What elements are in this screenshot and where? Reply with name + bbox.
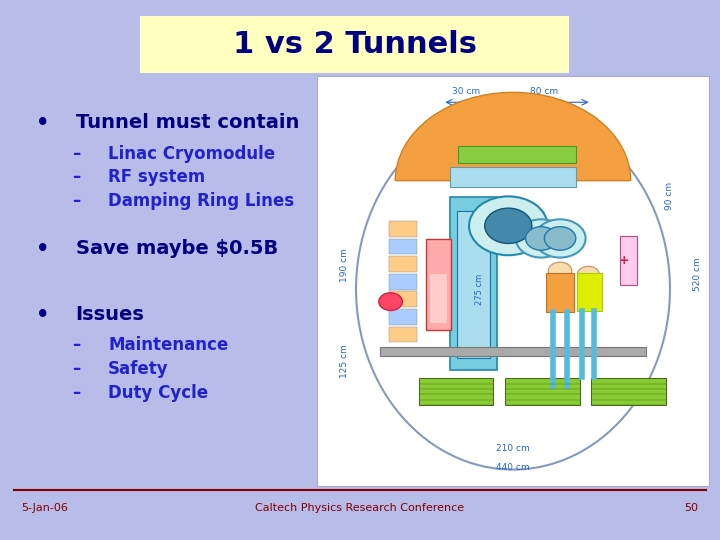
Circle shape [379, 293, 402, 310]
Circle shape [469, 197, 547, 255]
Circle shape [485, 208, 532, 244]
Text: 30 cm: 30 cm [452, 87, 480, 96]
Text: Tunnel must contain: Tunnel must contain [76, 113, 299, 132]
Circle shape [526, 227, 557, 250]
Bar [390, 274, 417, 289]
Text: 190 cm: 190 cm [340, 248, 348, 282]
Bar [620, 235, 637, 285]
Text: Caltech Physics Research Conference: Caltech Physics Research Conference [256, 503, 464, 512]
Text: •: • [36, 113, 50, 133]
Text: Safety: Safety [108, 360, 168, 378]
Text: Linac Cryomodule: Linac Cryomodule [108, 145, 275, 163]
Text: –: – [72, 145, 80, 163]
Bar [546, 273, 574, 312]
Bar [505, 379, 580, 405]
Text: +: + [618, 254, 629, 267]
Bar [592, 379, 666, 405]
Text: 50: 50 [685, 503, 698, 512]
Text: –: – [72, 336, 80, 354]
Bar [390, 309, 417, 325]
Text: 5-Jan-06: 5-Jan-06 [22, 503, 68, 512]
Bar [317, 76, 709, 486]
Text: –: – [72, 384, 80, 402]
Bar [390, 327, 417, 342]
Text: Maintenance: Maintenance [108, 336, 228, 354]
Text: •: • [36, 305, 50, 325]
Text: Issues: Issues [76, 305, 145, 324]
Bar [430, 274, 447, 323]
Bar [419, 379, 493, 405]
Text: Damping Ring Lines: Damping Ring Lines [108, 192, 294, 210]
Circle shape [577, 266, 599, 283]
Bar [457, 211, 490, 358]
Bar [390, 239, 417, 254]
Circle shape [516, 219, 567, 258]
Text: 210 cm: 210 cm [496, 444, 530, 453]
Text: 1 vs 2 Tunnels: 1 vs 2 Tunnels [233, 30, 477, 59]
Text: 520 cm: 520 cm [693, 257, 702, 291]
Text: –: – [72, 360, 80, 378]
Text: –: – [72, 168, 80, 186]
Circle shape [534, 219, 585, 258]
Text: 125 cm: 125 cm [340, 344, 348, 377]
Bar [390, 221, 417, 237]
Bar [577, 273, 602, 312]
Circle shape [549, 262, 572, 280]
Text: Duty Cycle: Duty Cycle [108, 384, 208, 402]
Text: Save maybe $0.5B: Save maybe $0.5B [76, 239, 278, 258]
Text: 275 cm: 275 cm [475, 273, 484, 305]
Bar [450, 167, 576, 187]
Text: –: – [72, 192, 80, 210]
Wedge shape [395, 92, 631, 181]
Bar [426, 239, 451, 329]
FancyBboxPatch shape [140, 16, 569, 73]
Text: 440 cm: 440 cm [496, 463, 530, 471]
Bar [458, 146, 576, 163]
Bar [390, 292, 417, 307]
Bar [450, 198, 498, 370]
Ellipse shape [356, 109, 670, 470]
Bar [379, 347, 647, 356]
Text: RF system: RF system [108, 168, 205, 186]
Text: 80 cm: 80 cm [531, 87, 559, 96]
Circle shape [544, 227, 576, 250]
Text: 90 cm: 90 cm [665, 181, 675, 210]
Text: •: • [36, 239, 50, 259]
Bar [390, 256, 417, 272]
